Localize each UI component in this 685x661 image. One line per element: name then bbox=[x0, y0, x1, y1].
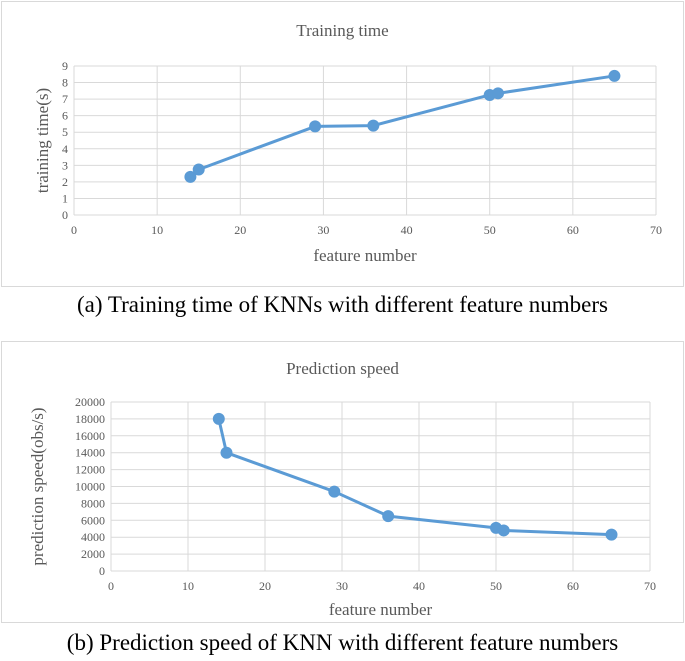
x-tick-label: 10 bbox=[151, 223, 163, 237]
x-tick-label: 30 bbox=[336, 579, 348, 593]
y-tick-label: 2000 bbox=[81, 547, 105, 561]
y-tick-label: 18000 bbox=[75, 412, 105, 426]
x-axis-title: feature number bbox=[329, 600, 433, 619]
y-tick-label: 12000 bbox=[75, 463, 105, 477]
x-tick-label: 0 bbox=[108, 579, 114, 593]
x-tick-label: 20 bbox=[259, 579, 271, 593]
data-point bbox=[367, 119, 380, 132]
caption-prediction-speed: (b) Prediction speed of KNN with differe… bbox=[66, 630, 619, 655]
data-point bbox=[608, 69, 621, 82]
data-point bbox=[492, 87, 505, 100]
chart-panel-training-time: Training time 0 1 2 3 4 5 6 7 8 9 0 10 20 30 40 50 60 70 fe… bbox=[1, 1, 684, 287]
x-tick-label: 60 bbox=[567, 579, 579, 593]
x-tick-label: 0 bbox=[71, 223, 77, 237]
data-point bbox=[382, 510, 395, 523]
chart-title: Prediction speed bbox=[286, 359, 399, 378]
y-tick-label: 0 bbox=[99, 564, 105, 578]
chart-panel-prediction-speed: Prediction speed 0 2000 4000 6000 8000 10000 12… bbox=[1, 341, 684, 623]
y-tick-label: 3 bbox=[62, 158, 68, 172]
x-tick-label: 40 bbox=[401, 223, 413, 237]
y-tick-label: 4 bbox=[62, 142, 68, 156]
y-tick-label: 6 bbox=[62, 109, 68, 123]
y-tick-label: 6000 bbox=[81, 513, 105, 527]
training-time-chart: Training time 0 1 2 3 4 5 6 7 8 9 0 10 20 30 40 50 60 70 fe… bbox=[33, 21, 662, 265]
x-tick-label: 50 bbox=[490, 579, 502, 593]
y-tick-label: 16000 bbox=[75, 429, 105, 443]
data-point bbox=[605, 528, 618, 541]
y-tick-label: 7 bbox=[62, 92, 68, 106]
data-point bbox=[184, 170, 197, 183]
data-point bbox=[328, 485, 341, 498]
x-tick-label: 50 bbox=[484, 223, 496, 237]
prediction-speed-chart: Prediction speed 0 2000 4000 6000 8000 10000 12… bbox=[28, 359, 656, 619]
y-axis-title: training time(s) bbox=[33, 88, 52, 193]
y-axis-title: prediction speed(obs/s) bbox=[28, 407, 47, 565]
x-tick-label: 20 bbox=[234, 223, 246, 237]
x-tick-label: 30 bbox=[317, 223, 329, 237]
y-tick-label: 1 bbox=[62, 191, 68, 205]
y-tick-label: 10000 bbox=[75, 480, 105, 494]
y-tick-label: 14000 bbox=[75, 446, 105, 460]
x-tick-label: 70 bbox=[644, 579, 656, 593]
data-point bbox=[497, 524, 510, 537]
caption-training-time: (a) Training time of KNNs with different… bbox=[76, 292, 608, 317]
x-tick-label: 10 bbox=[182, 579, 194, 593]
y-tick-label: 8 bbox=[62, 76, 68, 90]
chart-title: Training time bbox=[296, 21, 388, 40]
data-point bbox=[309, 120, 322, 133]
series-line bbox=[189, 74, 615, 179]
data-point bbox=[212, 412, 225, 425]
y-tick-label: 20000 bbox=[75, 395, 105, 409]
x-axis-title: feature number bbox=[313, 246, 417, 265]
y-tick-label: 9 bbox=[62, 59, 68, 73]
x-tick-label: 40 bbox=[413, 579, 425, 593]
y-tick-label: 0 bbox=[62, 208, 68, 222]
y-tick-label: 8000 bbox=[81, 496, 105, 510]
y-tick-label: 2 bbox=[62, 175, 68, 189]
data-point bbox=[220, 446, 233, 459]
y-tick-label: 4000 bbox=[81, 530, 105, 544]
y-tick-label: 5 bbox=[62, 125, 68, 139]
x-tick-label: 60 bbox=[567, 223, 579, 237]
x-tick-label: 70 bbox=[650, 223, 662, 237]
data-point bbox=[192, 163, 205, 176]
